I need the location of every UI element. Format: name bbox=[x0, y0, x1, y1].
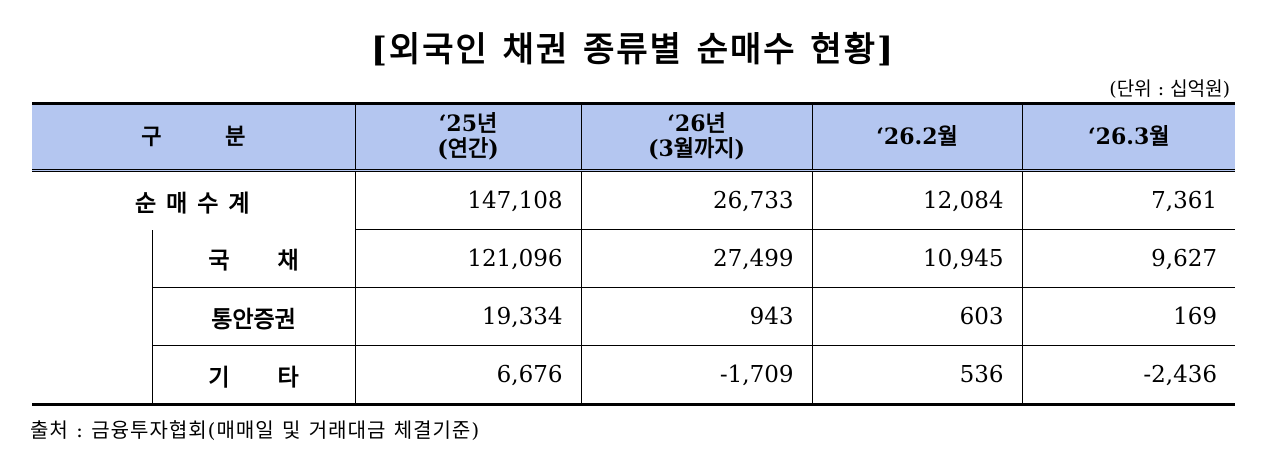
unit-label: (단위 : 십억원) bbox=[1109, 78, 1230, 100]
cell-total-2025: 147,108 bbox=[354, 170, 582, 230]
cell-treasury-mar: 9,627 bbox=[1021, 229, 1236, 288]
header-row: 구 분 ‘25년 (연간) ‘26년 (3월까지) ‘26.2월 ‘26.3월 bbox=[32, 102, 1236, 172]
source-note: 출처 : 금융투자협회(매매일 및 거래대금 체결기준) bbox=[30, 418, 481, 442]
table-row-msb: 통안증권 19,334 943 603 169 bbox=[32, 287, 1236, 346]
cell-other-2025: 6,676 bbox=[354, 345, 582, 406]
indent-cell bbox=[32, 229, 153, 288]
cell-treasury-2025: 121,096 bbox=[354, 229, 582, 288]
page-title: [외국인 채권 종류별 순매수 현황] bbox=[370, 30, 896, 70]
header-2025-annual: ‘25년 (연간) bbox=[354, 102, 582, 172]
cell-msb-mar: 169 bbox=[1021, 287, 1236, 346]
header-2026-ytd: ‘26년 (3월까지) bbox=[580, 102, 813, 172]
row-label-total: 순매수계 bbox=[32, 170, 356, 230]
row-label-msb: 통안증권 bbox=[151, 287, 356, 346]
cell-msb-2025: 19,334 bbox=[354, 287, 582, 346]
header-2025-line1: ‘25년 bbox=[438, 111, 498, 137]
cell-other-2026: -1,709 bbox=[580, 345, 813, 406]
header-2026-line1: ‘26년 bbox=[667, 111, 726, 137]
cell-treasury-2026: 27,499 bbox=[580, 229, 813, 288]
header-2025-line2: (연간) bbox=[437, 136, 499, 162]
header-2026-mar: ‘26.3월 bbox=[1021, 102, 1236, 172]
header-category: 구 분 bbox=[32, 102, 356, 172]
cell-total-mar: 7,361 bbox=[1021, 170, 1236, 230]
table-row-total: 순매수계 147,108 26,733 12,084 7,361 bbox=[32, 170, 1236, 230]
net-purchase-table: 구 분 ‘25년 (연간) ‘26년 (3월까지) ‘26.2월 ‘26.3월 … bbox=[32, 102, 1236, 406]
cell-msb-feb: 603 bbox=[811, 287, 1023, 346]
indent-cell bbox=[32, 287, 153, 346]
cell-msb-2026: 943 bbox=[580, 287, 813, 346]
cell-total-feb: 12,084 bbox=[811, 170, 1023, 230]
header-2026-line2: (3월까지) bbox=[648, 136, 745, 162]
cell-treasury-feb: 10,945 bbox=[811, 229, 1023, 288]
header-2026-feb: ‘26.2월 bbox=[811, 102, 1023, 172]
row-label-treasury: 국 채 bbox=[151, 229, 356, 288]
table-row-treasury: 국 채 121,096 27,499 10,945 9,627 bbox=[32, 229, 1236, 288]
indent-cell bbox=[32, 345, 153, 406]
cell-total-2026: 26,733 bbox=[580, 170, 813, 230]
row-label-other: 기 타 bbox=[151, 345, 356, 406]
cell-other-mar: -2,436 bbox=[1021, 345, 1236, 406]
cell-other-feb: 536 bbox=[811, 345, 1023, 406]
table-row-other: 기 타 6,676 -1,709 536 -2,436 bbox=[32, 345, 1236, 406]
